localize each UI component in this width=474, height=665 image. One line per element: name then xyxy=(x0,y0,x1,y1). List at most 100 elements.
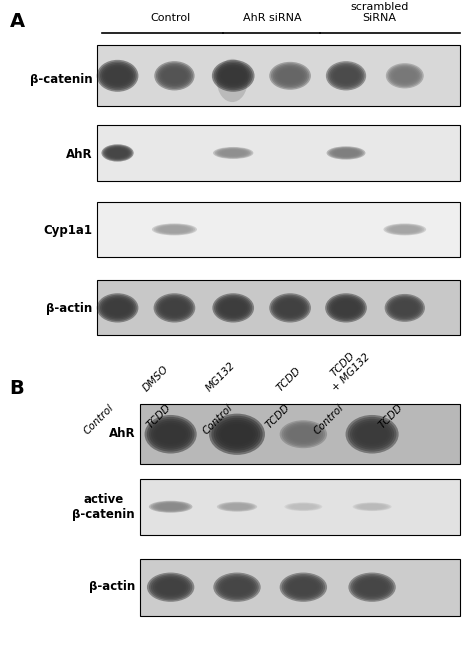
Ellipse shape xyxy=(328,296,364,320)
Ellipse shape xyxy=(356,503,388,510)
Ellipse shape xyxy=(326,61,366,90)
Ellipse shape xyxy=(325,293,367,323)
Ellipse shape xyxy=(350,419,394,450)
Ellipse shape xyxy=(392,68,418,83)
Ellipse shape xyxy=(99,61,137,90)
Text: AhR siRNA: AhR siRNA xyxy=(243,13,302,23)
Ellipse shape xyxy=(283,575,323,599)
Ellipse shape xyxy=(149,501,192,513)
Text: Control: Control xyxy=(151,13,191,23)
Ellipse shape xyxy=(153,577,188,597)
Ellipse shape xyxy=(104,299,131,317)
Ellipse shape xyxy=(105,147,129,159)
Ellipse shape xyxy=(274,298,306,318)
Ellipse shape xyxy=(273,296,308,320)
Ellipse shape xyxy=(354,503,390,511)
Ellipse shape xyxy=(103,145,132,161)
Bar xyxy=(140,559,460,616)
Ellipse shape xyxy=(209,414,265,455)
Ellipse shape xyxy=(330,148,362,158)
Ellipse shape xyxy=(389,225,421,233)
Ellipse shape xyxy=(156,63,193,89)
Text: scrambled
SiRNA: scrambled SiRNA xyxy=(350,2,409,23)
Text: β-actin: β-actin xyxy=(46,302,92,315)
Ellipse shape xyxy=(107,148,128,158)
Ellipse shape xyxy=(147,573,194,602)
Ellipse shape xyxy=(155,579,186,596)
Ellipse shape xyxy=(102,298,133,318)
Text: AhR: AhR xyxy=(109,427,135,440)
Ellipse shape xyxy=(288,426,319,443)
Text: A: A xyxy=(9,12,25,31)
Ellipse shape xyxy=(288,579,319,596)
Ellipse shape xyxy=(99,295,137,321)
Ellipse shape xyxy=(149,419,192,450)
Ellipse shape xyxy=(147,417,194,452)
Ellipse shape xyxy=(348,417,396,452)
Ellipse shape xyxy=(282,574,325,600)
Ellipse shape xyxy=(217,575,257,599)
Ellipse shape xyxy=(213,147,253,159)
Ellipse shape xyxy=(152,223,197,235)
Ellipse shape xyxy=(280,573,327,602)
Ellipse shape xyxy=(274,66,306,86)
Ellipse shape xyxy=(158,64,191,88)
Bar xyxy=(140,404,460,464)
Text: MG132: MG132 xyxy=(204,360,237,394)
Text: β-actin: β-actin xyxy=(89,580,135,593)
Ellipse shape xyxy=(276,299,304,317)
Ellipse shape xyxy=(220,150,246,156)
Ellipse shape xyxy=(217,65,249,87)
Ellipse shape xyxy=(355,577,390,597)
Ellipse shape xyxy=(211,416,263,453)
Ellipse shape xyxy=(218,149,248,157)
Ellipse shape xyxy=(386,63,424,88)
Text: Control: Control xyxy=(82,402,116,436)
Ellipse shape xyxy=(212,60,255,92)
Ellipse shape xyxy=(271,63,309,88)
Ellipse shape xyxy=(385,224,424,235)
Text: active
β-catenin: active β-catenin xyxy=(73,493,135,521)
Ellipse shape xyxy=(213,573,261,602)
Ellipse shape xyxy=(282,422,325,447)
Bar xyxy=(97,45,460,106)
Ellipse shape xyxy=(350,574,394,600)
Ellipse shape xyxy=(100,63,135,88)
Ellipse shape xyxy=(218,298,249,318)
Ellipse shape xyxy=(101,144,134,162)
Ellipse shape xyxy=(286,503,321,511)
Ellipse shape xyxy=(212,293,254,323)
Ellipse shape xyxy=(284,503,322,511)
Ellipse shape xyxy=(219,422,255,447)
Ellipse shape xyxy=(328,147,364,159)
Ellipse shape xyxy=(102,65,133,87)
Ellipse shape xyxy=(154,293,195,323)
Ellipse shape xyxy=(153,502,189,511)
Ellipse shape xyxy=(357,503,387,510)
Ellipse shape xyxy=(352,575,392,599)
Ellipse shape xyxy=(332,299,360,317)
Ellipse shape xyxy=(145,415,197,454)
Ellipse shape xyxy=(288,503,319,510)
Ellipse shape xyxy=(331,66,361,86)
Ellipse shape xyxy=(155,225,193,234)
Ellipse shape xyxy=(215,63,251,88)
Text: TCDD: TCDD xyxy=(145,402,173,430)
Ellipse shape xyxy=(329,64,363,88)
Ellipse shape xyxy=(151,501,191,512)
Ellipse shape xyxy=(217,148,250,158)
Ellipse shape xyxy=(289,503,318,510)
Ellipse shape xyxy=(157,225,191,233)
Ellipse shape xyxy=(220,503,254,511)
Bar xyxy=(97,280,460,335)
Ellipse shape xyxy=(154,503,187,511)
Ellipse shape xyxy=(155,295,193,321)
Ellipse shape xyxy=(327,295,365,321)
Ellipse shape xyxy=(217,501,257,512)
Ellipse shape xyxy=(391,67,419,84)
Ellipse shape xyxy=(154,224,195,235)
Bar xyxy=(97,202,460,257)
Ellipse shape xyxy=(214,295,252,321)
Ellipse shape xyxy=(390,298,420,318)
Ellipse shape xyxy=(285,424,321,444)
